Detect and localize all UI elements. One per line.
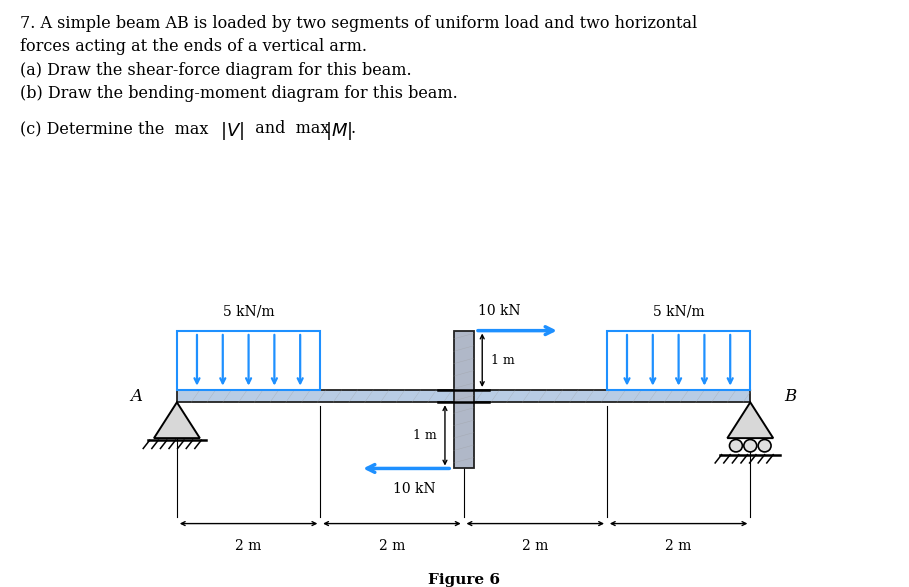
Text: ←2 m→: ←2 m→ (535, 537, 540, 538)
Text: ←2 m→: ←2 m→ (679, 537, 684, 538)
Bar (454, 330, 474, 468)
Text: 1 m: 1 m (413, 429, 436, 442)
Text: forces acting at the ends of a vertical arm.: forces acting at the ends of a vertical … (20, 38, 367, 55)
Text: (a) Draw the shear-force diagram for this beam.: (a) Draw the shear-force diagram for thi… (20, 62, 412, 79)
Text: (b) Draw the bending-moment diagram for this beam.: (b) Draw the bending-moment diagram for … (20, 85, 458, 102)
Text: A: A (131, 387, 143, 404)
Text: ←2 m→: ←2 m→ (392, 537, 397, 538)
Text: 2 m: 2 m (235, 539, 262, 553)
Text: (c) Determine the  max: (c) Determine the max (20, 120, 208, 137)
Text: 1 m: 1 m (491, 354, 514, 367)
Text: Figure 6: Figure 6 (427, 573, 500, 587)
Polygon shape (154, 402, 200, 438)
Text: 5 kN/m: 5 kN/m (653, 305, 704, 319)
Text: 10 kN: 10 kN (393, 483, 435, 496)
Text: 5 kN/m: 5 kN/m (223, 305, 275, 319)
Text: and  max: and max (245, 120, 329, 137)
Polygon shape (727, 402, 774, 438)
Text: 2 m: 2 m (522, 539, 548, 553)
Circle shape (758, 440, 771, 452)
Text: $|M|$: $|M|$ (325, 120, 353, 142)
Circle shape (744, 440, 756, 452)
Text: 10 kN: 10 kN (478, 304, 521, 318)
Text: ←2 m→: ←2 m→ (248, 537, 254, 538)
Text: $|V|$: $|V|$ (220, 120, 245, 142)
Bar (607, 330, 750, 390)
Bar (177, 390, 750, 402)
Text: B: B (784, 387, 797, 404)
Text: 2 m: 2 m (665, 539, 692, 553)
Text: .: . (351, 120, 356, 137)
Text: 2 m: 2 m (379, 539, 405, 553)
Text: 7. A simple beam AB is loaded by two segments of uniform load and two horizontal: 7. A simple beam AB is loaded by two seg… (20, 15, 697, 32)
Bar (177, 330, 320, 390)
Circle shape (730, 440, 743, 452)
